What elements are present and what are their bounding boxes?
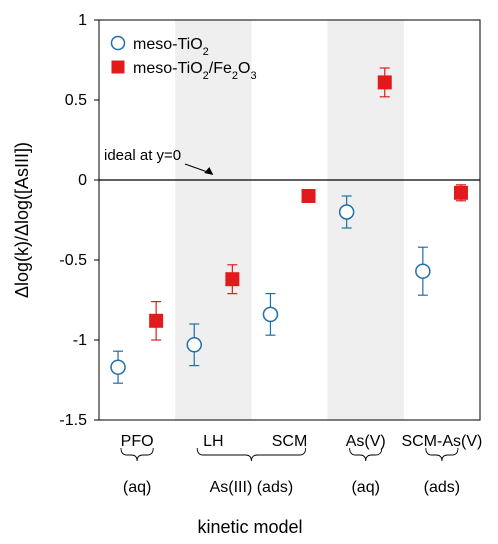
data-point-tio2 <box>186 337 202 353</box>
group-label: (ads) <box>424 479 460 496</box>
group-bracket <box>120 447 154 462</box>
data-point-tio2 <box>110 359 126 375</box>
y-tick-label: -1.5 <box>59 412 87 429</box>
data-point-tio2 <box>262 306 279 323</box>
annotation: ideal at y=0 <box>104 147 214 175</box>
shaded-band <box>175 20 252 420</box>
data-point-tio2-fe2o3 <box>301 189 316 203</box>
data-point-tio2-fe2o3 <box>225 272 240 287</box>
x-axis-title: kinetic model <box>197 517 302 537</box>
data-point-tio2-fe2o3 <box>149 313 164 328</box>
group-bracket <box>196 447 307 462</box>
y-tick-label: -1 <box>73 332 87 349</box>
data-points <box>110 67 468 384</box>
x-tick-label: LH <box>203 433 223 450</box>
y-tick-label: 1 <box>78 12 87 29</box>
plot-frame <box>98 19 481 421</box>
data-point-tio2 <box>415 263 431 279</box>
legend-marker <box>110 35 126 51</box>
shaded-band <box>327 20 404 420</box>
y-axis-title: Δlog(k)/Δlog([AsIII]) <box>12 142 32 298</box>
data-point-tio2-fe2o3 <box>377 75 392 90</box>
group-label: (aq) <box>351 479 379 496</box>
legend-label: meso-TiO2 <box>133 36 209 58</box>
x-tick-label: PFO <box>121 433 154 450</box>
annotation-text: ideal at y=0 <box>104 147 181 164</box>
x-tick-label: As(V) <box>346 433 386 450</box>
x-tick-label: SCM-As(V) <box>401 433 482 450</box>
y-tick-label: 0.5 <box>65 92 87 109</box>
shaded-bands <box>175 20 404 420</box>
data-point-tio2-fe2o3 <box>453 185 468 200</box>
group-bracket <box>349 447 383 462</box>
y-axis: 1 0.5 0 -0.5 -1 -1.5 <box>59 12 99 429</box>
x-axis: PFO LH SCM As(V) SCM-As(V) <box>121 433 483 450</box>
group-label: As(III) (ads) <box>210 479 294 496</box>
x-tick-label: SCM <box>272 433 308 450</box>
data-point-tio2 <box>338 204 355 220</box>
legend-marker <box>111 60 125 74</box>
group-brackets: (aq) As(III) (ads) (aq) (ads) <box>120 447 460 496</box>
annotation-arrow-head <box>204 167 214 175</box>
y-tick-label: 0 <box>78 172 87 189</box>
legend-label: meso-TiO2/Fe2O3 <box>133 60 257 82</box>
group-label: (aq) <box>123 479 151 496</box>
y-tick-label: -0.5 <box>59 252 87 269</box>
group-bracket <box>425 447 459 462</box>
plot-border <box>98 19 481 421</box>
